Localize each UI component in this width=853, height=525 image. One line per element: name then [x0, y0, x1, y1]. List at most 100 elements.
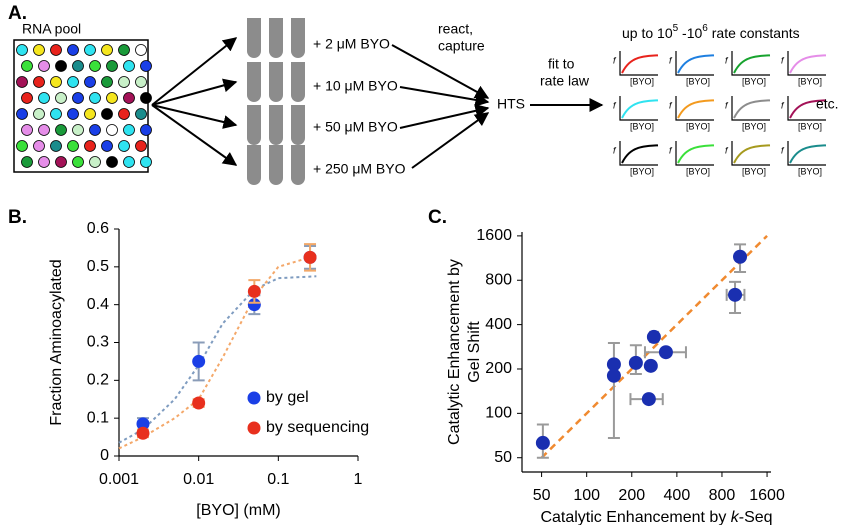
curve-axis-x: [BYO]: [742, 166, 766, 176]
data-point: [606, 357, 621, 372]
arrow: [391, 44, 490, 99]
x-axis-label-part: -Seq: [739, 509, 773, 525]
rna-molecule: [38, 92, 50, 104]
y-tick-label: 0.6: [87, 220, 109, 237]
legend-marker: [247, 391, 261, 405]
data-point: [535, 435, 550, 450]
rna-molecule: [72, 92, 84, 104]
condition-label: + 10 μM BYO: [313, 78, 398, 94]
panel-label: C.: [428, 207, 447, 228]
rna-molecule: [55, 156, 67, 168]
fit-label: rate law: [540, 73, 590, 89]
rna-molecule: [106, 124, 118, 136]
rna-molecule: [118, 140, 130, 152]
rna-molecule: [21, 92, 33, 104]
y-axis-label: Fraction Aminoacylated: [48, 259, 65, 425]
rna-molecule: [84, 108, 96, 120]
condition-label: + 250 μM BYO: [313, 161, 406, 177]
curve-axes: [619, 96, 658, 121]
rna-molecule: [33, 76, 45, 88]
rna-molecule: [50, 108, 62, 120]
data-point: [643, 358, 658, 373]
rna-molecule: [89, 156, 101, 168]
x-tick-label: 1: [354, 471, 363, 488]
data-point: [628, 355, 643, 370]
data-point: [646, 329, 661, 344]
curve-axis-y: f: [669, 100, 673, 110]
y-tick-label: 50: [494, 449, 512, 466]
rna-molecule: [72, 60, 84, 72]
rate-curve: [621, 54, 659, 74]
rna-molecule: [101, 108, 113, 120]
rna-molecule: [38, 156, 50, 168]
curve-axis-y: f: [781, 55, 785, 65]
x-axis-label: [BYO] (mM): [196, 502, 280, 519]
tube: [291, 62, 305, 102]
curve-axes: [731, 51, 770, 76]
x-axis-label: Catalytic Enhancement by k-Seq: [540, 509, 772, 525]
tube: [247, 105, 261, 145]
curve-axes: [675, 141, 714, 166]
rate-curve: [677, 54, 715, 74]
rate-curve: [621, 144, 659, 164]
curve-axis-x: [BYO]: [630, 76, 654, 86]
rate-curve: [733, 54, 771, 74]
tube: [247, 18, 261, 58]
y-tick-label: 100: [485, 405, 512, 422]
curve-axes: [787, 96, 826, 121]
data-point: [192, 354, 206, 368]
curve-axis-y: f: [725, 55, 729, 65]
fit-line: [540, 234, 768, 459]
tube: [291, 145, 305, 185]
tube: [269, 145, 283, 185]
curve-axis-x: [BYO]: [742, 121, 766, 131]
data-point: [728, 287, 743, 302]
rna-molecule: [123, 124, 135, 136]
y-axis-label: Gel Shift: [466, 321, 483, 383]
rna-molecule: [140, 124, 152, 136]
rna-molecule: [33, 44, 45, 56]
y-tick-label: 400: [485, 316, 512, 333]
arrow: [151, 104, 238, 129]
rna-molecule: [140, 156, 152, 168]
curve-axis-y: f: [613, 100, 617, 110]
rna-molecule: [89, 124, 101, 136]
arrow: [411, 112, 490, 169]
rna-molecule: [67, 44, 79, 56]
x-tick-label: 200: [618, 487, 645, 504]
rna-molecule: [135, 140, 147, 152]
rna-molecule: [123, 92, 135, 104]
rna-molecule: [33, 140, 45, 152]
curve-axis-x: [BYO]: [798, 166, 822, 176]
headline: up to 105 -106 rate constants: [622, 23, 800, 41]
rna-molecule: [118, 76, 130, 88]
react-label: capture: [438, 38, 485, 54]
curve-axis-x: [BYO]: [686, 166, 710, 176]
rna-molecule: [72, 124, 84, 136]
rna-molecule: [135, 76, 147, 88]
tube: [247, 145, 261, 185]
rate-curve: [677, 99, 715, 119]
rna-molecule: [67, 76, 79, 88]
curve-axis-y: f: [669, 55, 673, 65]
tube: [269, 105, 283, 145]
curve-axis-y: f: [669, 145, 673, 155]
curve-axis-y: f: [725, 145, 729, 155]
y-tick-label: 0.2: [87, 372, 109, 389]
headline-part: -10: [678, 25, 702, 41]
fit-line: [118, 275, 317, 444]
curve-axis-x: [BYO]: [798, 76, 822, 86]
y-tick-label: 200: [485, 360, 512, 377]
rna-molecule: [135, 108, 147, 120]
data-point: [733, 249, 748, 264]
tube: [269, 62, 283, 102]
data-point: [303, 250, 317, 264]
curve-axis-x: [BYO]: [686, 76, 710, 86]
rate-curve: [789, 54, 827, 74]
curve-axis-y: f: [613, 145, 617, 155]
rate-curve: [621, 99, 659, 119]
rna-molecule: [84, 76, 96, 88]
rna-molecule: [89, 92, 101, 104]
x-tick-label: 1600: [749, 487, 785, 504]
